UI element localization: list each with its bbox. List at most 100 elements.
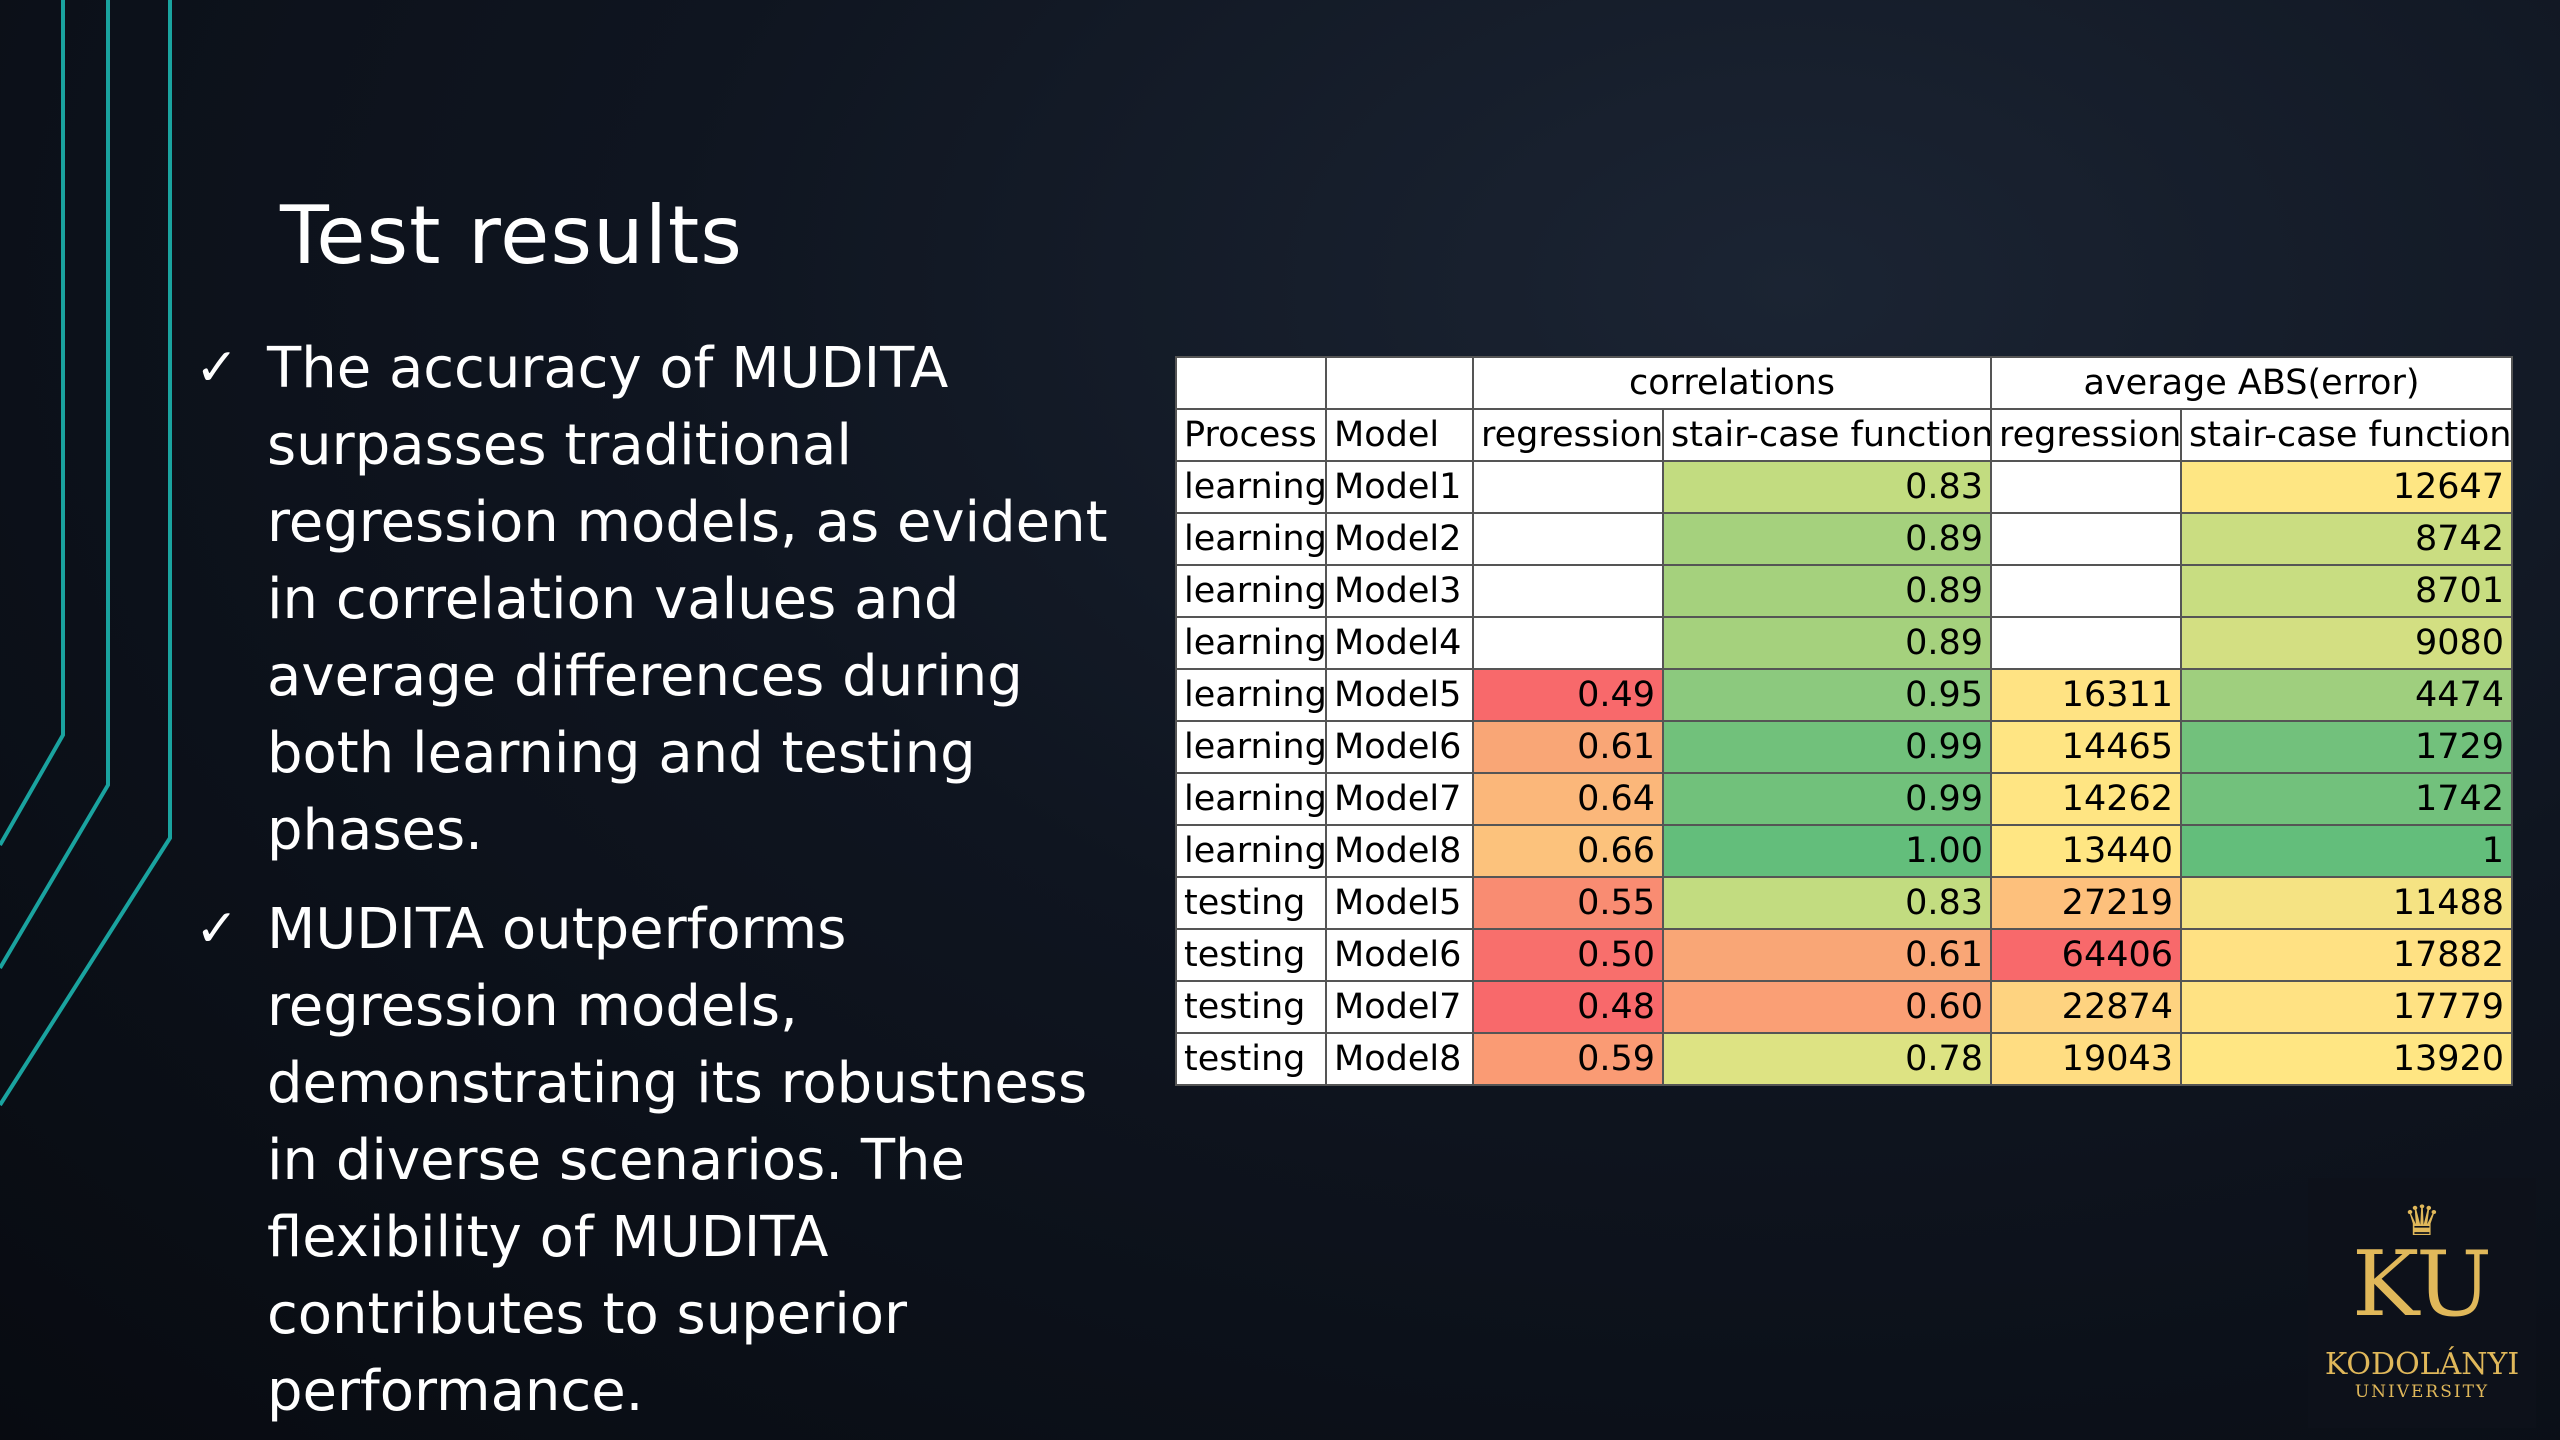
table-cell-process: learning — [1175, 824, 1327, 878]
table-cell-corr-reg: 0.48 — [1472, 980, 1664, 1034]
bullet-text: The accuracy of MUDITA surpasses traditi… — [267, 336, 1108, 863]
group-header-correlations: correlations — [1471, 356, 1993, 410]
table-cell-model: Model3 — [1325, 564, 1474, 618]
group-header — [1325, 356, 1474, 410]
table-cell-corr-reg — [1472, 512, 1664, 566]
table-body: learning Model1 0.83 12647 learning Model2 0.8… — [1175, 460, 2514, 1086]
table-cell-corr-reg: 0.64 — [1472, 772, 1664, 826]
table-cell-process: testing — [1175, 980, 1327, 1034]
table-cell-err-stair: 13920 — [2180, 1032, 2514, 1086]
table-cell-model: Model8 — [1325, 824, 1474, 878]
table-row: testing Model6 0.50 0.61 64406 17882 — [1175, 928, 2514, 982]
table-cell-model: Model6 — [1325, 720, 1474, 774]
table-cell-err-stair: 1742 — [2180, 772, 2514, 826]
bullet-item: ✓ MUDITA outperforms regression models, … — [195, 891, 1140, 1430]
table-cell-corr-stair: 0.95 — [1661, 668, 1993, 722]
table-cell-err-stair: 9080 — [2180, 616, 2514, 670]
table-cell-model: Model8 — [1325, 1032, 1474, 1086]
table-cell-corr-reg: 0.59 — [1472, 1032, 1664, 1086]
table-cell-err-reg — [1990, 564, 2183, 618]
table-cell-process: learning — [1175, 616, 1327, 670]
table-cell-process: learning — [1175, 772, 1327, 826]
table-cell-err-stair: 17882 — [2180, 928, 2514, 982]
table-cell-model: Model7 — [1325, 980, 1474, 1034]
table-row: learning Model1 0.83 12647 — [1175, 460, 2514, 514]
table-cell-corr-reg: 0.66 — [1472, 824, 1664, 878]
table-cell-corr-stair: 0.61 — [1661, 928, 1993, 982]
table-cell-process: testing — [1175, 876, 1327, 930]
table-cell-process: testing — [1175, 1032, 1327, 1086]
table-row: learning Model5 0.49 0.95 16311 4474 — [1175, 668, 2514, 722]
table-cell-err-reg: 16311 — [1990, 668, 2183, 722]
table-cell-err-reg: 14262 — [1990, 772, 2183, 826]
table-cell-corr-stair: 0.89 — [1661, 512, 1993, 566]
table-cell-corr-reg: 0.55 — [1472, 876, 1664, 930]
table-cell-corr-stair: 0.99 — [1661, 772, 1993, 826]
table-cell-corr-reg: 0.61 — [1472, 720, 1664, 774]
table-cell-model: Model6 — [1325, 928, 1474, 982]
table-row: learning Model6 0.61 0.99 14465 1729 — [1175, 720, 2514, 774]
column-header-row: Process Model regression stair-case func… — [1175, 408, 2514, 462]
table-cell-corr-reg: 0.49 — [1472, 668, 1664, 722]
table-cell-process: learning — [1175, 512, 1327, 566]
table-cell-corr-stair: 0.99 — [1661, 720, 1993, 774]
table-cell-err-stair: 8701 — [2180, 564, 2514, 618]
column-header-model: Model — [1325, 408, 1474, 462]
university-logo: ♛ KU KODOLÁNYI UNIVERSITY — [2308, 1178, 2536, 1428]
table-cell-err-stair: 4474 — [2180, 668, 2514, 722]
table-cell-err-reg — [1990, 616, 2183, 670]
column-header-process: Process — [1175, 408, 1327, 462]
table-cell-model: Model7 — [1325, 772, 1474, 826]
table-cell-err-stair: 12647 — [2180, 460, 2514, 514]
table-cell-err-reg: 14465 — [1990, 720, 2183, 774]
table-cell-process: learning — [1175, 564, 1327, 618]
table-cell-err-stair: 11488 — [2180, 876, 2514, 930]
crown-icon: ♛ — [2403, 1196, 2441, 1245]
checkmark-icon: ✓ — [195, 338, 239, 398]
table-cell-model: Model2 — [1325, 512, 1474, 566]
bullet-text: MUDITA outperforms regression models, de… — [267, 897, 1088, 1424]
table-cell-model: Model1 — [1325, 460, 1474, 514]
table-row: learning Model7 0.64 0.99 14262 1742 — [1175, 772, 2514, 826]
logo-monogram: KU — [2352, 1232, 2492, 1337]
table-row: learning Model4 0.89 9080 — [1175, 616, 2514, 670]
column-header-corr-regression: regression — [1472, 408, 1664, 462]
table-cell-corr-stair: 0.60 — [1661, 980, 1993, 1034]
decorative-lines — [0, 0, 172, 1107]
bullet-list: ✓ The accuracy of MUDITA surpasses tradi… — [195, 330, 1140, 1430]
table-cell-err-reg: 13440 — [1990, 824, 2183, 878]
table-cell-corr-stair: 0.83 — [1661, 876, 1993, 930]
table-cell-err-reg: 22874 — [1990, 980, 2183, 1034]
table-cell-process: learning — [1175, 668, 1327, 722]
table-cell-corr-reg — [1472, 460, 1664, 514]
table-cell-model: Model5 — [1325, 668, 1474, 722]
table-row: learning Model3 0.89 8701 — [1175, 564, 2514, 618]
logo-subtitle: UNIVERSITY — [2354, 1382, 2490, 1402]
group-header — [1175, 356, 1327, 410]
table-cell-corr-reg: 0.50 — [1472, 928, 1664, 982]
table-row: testing Model7 0.48 0.60 22874 17779 — [1175, 980, 2514, 1034]
table-row: learning Model8 0.66 1.00 13440 1 — [1175, 824, 2514, 878]
table-row: testing Model5 0.55 0.83 27219 11488 — [1175, 876, 2514, 930]
table-cell-corr-stair: 0.89 — [1661, 616, 1993, 670]
group-header-row: correlations average ABS(error) — [1175, 356, 2514, 410]
table-cell-corr-stair: 0.89 — [1661, 564, 1993, 618]
table-cell-process: learning — [1175, 460, 1327, 514]
column-header-corr-stair-case: stair-case function — [1661, 408, 1993, 462]
table-cell-corr-stair: 0.83 — [1661, 460, 1993, 514]
table-cell-model: Model5 — [1325, 876, 1474, 930]
column-header-err-stair-case: stair-case function — [2180, 408, 2514, 462]
table-cell-err-stair: 17779 — [2180, 980, 2514, 1034]
table-cell-err-stair: 8742 — [2180, 512, 2514, 566]
table-cell-corr-stair: 1.00 — [1661, 824, 1993, 878]
bullet-item: ✓ The accuracy of MUDITA surpasses tradi… — [195, 330, 1140, 869]
table-cell-err-stair: 1 — [2180, 824, 2514, 878]
logo-name: KODOLÁNYI — [2324, 1347, 2520, 1382]
table-cell-err-reg: 27219 — [1990, 876, 2183, 930]
table-cell-err-reg: 19043 — [1990, 1032, 2183, 1086]
table-cell-corr-reg — [1472, 616, 1664, 670]
group-header-average-abs-error: average ABS(error) — [1990, 356, 2514, 410]
table-row: learning Model2 0.89 8742 — [1175, 512, 2514, 566]
results-table: correlations average ABS(error) Process … — [1175, 356, 2514, 1086]
table-cell-process: learning — [1175, 720, 1327, 774]
